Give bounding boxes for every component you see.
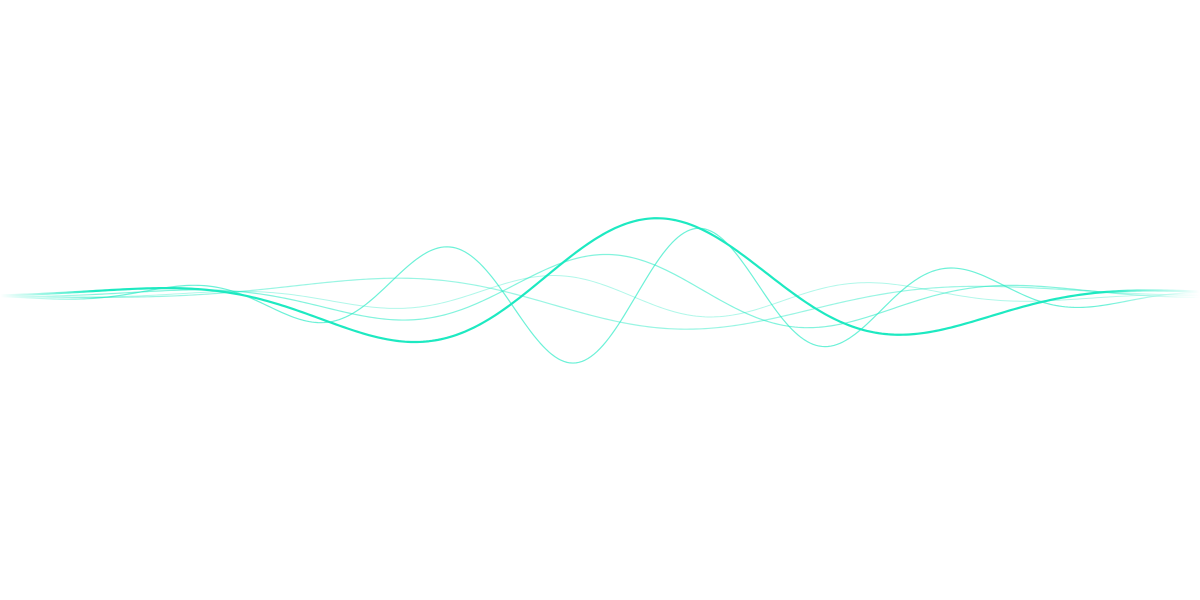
wave-line-mid [0, 253, 1200, 329]
wave-lines [0, 217, 1200, 364]
wave-line-fast [0, 227, 1200, 364]
wave-line-subtle [0, 275, 1200, 318]
wave-line-main [0, 217, 1200, 344]
wave-line-wide [0, 277, 1200, 330]
